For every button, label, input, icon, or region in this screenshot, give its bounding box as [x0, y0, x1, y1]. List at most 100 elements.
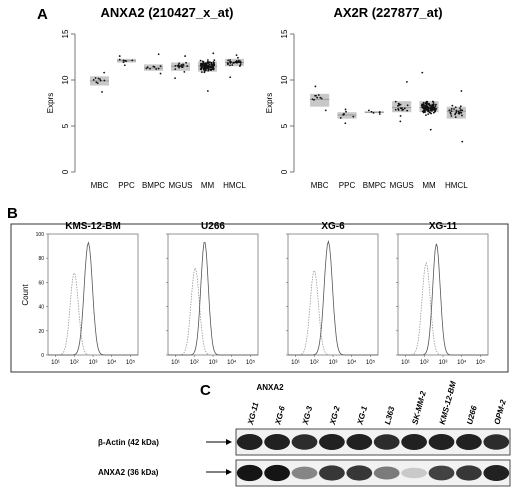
protein-band	[319, 434, 345, 450]
lane-label: XG-3	[300, 405, 314, 427]
protein-band	[291, 434, 318, 450]
data-point	[179, 65, 181, 68]
band-label: β-Actin (42 kDa)	[98, 438, 159, 447]
protein-band	[428, 434, 455, 450]
data-point	[428, 103, 431, 106]
data-point	[459, 109, 462, 112]
y-tick-label: 80	[38, 256, 44, 262]
x-tick-label: 10¹	[291, 360, 300, 366]
box-mbc	[310, 85, 330, 112]
data-point	[398, 104, 400, 107]
data-point	[200, 64, 203, 66]
data-point	[207, 62, 210, 65]
data-point	[460, 90, 463, 92]
data-point	[450, 115, 453, 117]
y-tick-label: 0	[61, 169, 70, 174]
data-point	[311, 98, 314, 101]
data-point	[205, 68, 207, 71]
histogram-title: KMS-12-BM	[65, 221, 121, 232]
protein-band	[319, 465, 345, 481]
box-mm	[419, 71, 439, 131]
data-point	[378, 111, 381, 114]
data-point	[450, 112, 452, 115]
histogram-title: U266	[201, 221, 225, 232]
data-point	[399, 115, 402, 117]
data-point	[185, 61, 188, 64]
data-point	[424, 111, 426, 114]
data-point	[122, 59, 125, 62]
data-point	[211, 65, 214, 68]
protein-band	[456, 465, 482, 481]
data-point	[423, 104, 426, 107]
category-label: PPC	[118, 181, 135, 190]
data-point	[427, 110, 430, 112]
y-tick-label: 15	[61, 29, 70, 38]
data-point	[429, 112, 432, 114]
protein-band	[401, 434, 427, 450]
data-point	[434, 105, 437, 108]
anxa2-staining-curve	[48, 241, 138, 356]
data-point	[103, 79, 106, 82]
data-point	[457, 110, 460, 113]
data-point	[233, 61, 236, 64]
panel-b-label: B	[7, 205, 18, 222]
x-tick-label: 10¹	[171, 360, 180, 366]
box-mgus	[171, 55, 190, 80]
data-point	[174, 68, 177, 71]
data-point	[206, 60, 209, 63]
data-point	[454, 106, 457, 109]
data-point	[313, 98, 315, 101]
data-point	[372, 111, 375, 114]
data-point	[422, 101, 425, 104]
data-point	[342, 114, 344, 116]
protein-band	[373, 466, 400, 480]
data-point	[448, 109, 451, 112]
lane-label: SK-MM-2	[410, 390, 428, 426]
x-tick-label: 10¹	[401, 360, 410, 366]
data-point	[454, 112, 457, 115]
y-tick-label: 10	[61, 75, 70, 84]
lane-label: U266	[465, 404, 479, 425]
protein-band	[401, 467, 427, 479]
histogram-xg-11: XG-11 10¹ 10² 10³ 10⁴ 10⁵	[396, 221, 489, 366]
data-point	[339, 117, 342, 119]
data-point	[421, 71, 424, 74]
lane-label: XG-1	[355, 405, 369, 427]
data-point	[178, 62, 181, 65]
data-point	[207, 68, 210, 71]
blot-row-0: β-Actin (42 kDa)	[98, 428, 511, 456]
data-point	[205, 62, 208, 65]
x-tick-label: 10¹	[51, 360, 60, 366]
data-point	[237, 56, 239, 59]
data-point	[183, 70, 186, 73]
lane-label: L363	[383, 405, 397, 425]
panel-c-label: C	[200, 382, 211, 399]
data-point	[425, 114, 427, 117]
ax2r-expression-chart: AX2R (227877_at) 0 5 10 15 Exprs MBC PPC BMPC MGU…	[265, 5, 468, 190]
y-axis-label: Exprs	[265, 93, 274, 113]
data-point	[186, 65, 189, 67]
data-point	[421, 103, 423, 106]
protein-band	[456, 434, 482, 450]
data-point	[201, 60, 204, 63]
data-point	[210, 68, 213, 71]
category-label: MM	[422, 181, 436, 190]
isotype-control-curve	[168, 266, 258, 356]
protein-band	[483, 465, 510, 481]
data-point	[394, 100, 397, 103]
data-point	[238, 61, 241, 64]
data-point	[99, 79, 102, 82]
box-mbc	[90, 71, 109, 93]
data-point	[406, 109, 409, 112]
data-point	[229, 59, 231, 61]
data-point	[399, 120, 402, 123]
data-point	[227, 59, 230, 62]
y-tick-label: 10	[280, 75, 289, 84]
anxa2-staining-curve	[288, 239, 378, 356]
data-point	[422, 107, 425, 110]
data-point	[213, 59, 216, 62]
data-point	[177, 63, 180, 66]
data-point	[226, 62, 229, 64]
data-point	[435, 103, 437, 106]
panel-a-label: A	[37, 6, 48, 23]
